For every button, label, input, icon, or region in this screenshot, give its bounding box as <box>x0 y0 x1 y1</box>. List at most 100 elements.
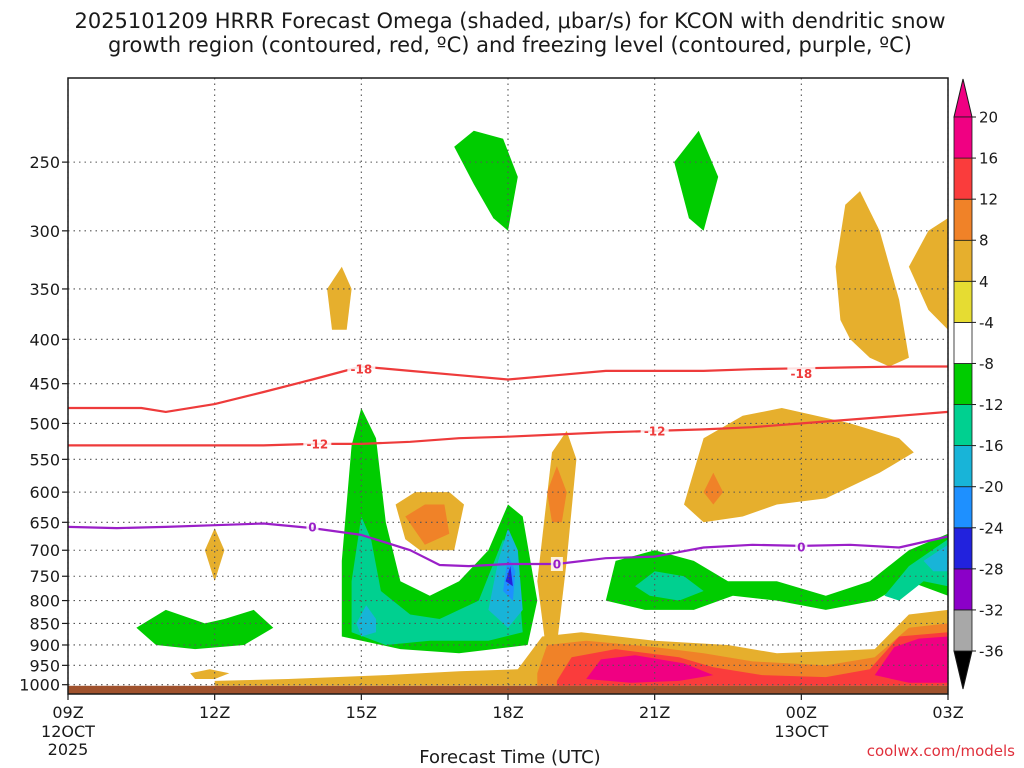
omega-region-18 <box>884 539 948 601</box>
colorbar-label-8: -4 <box>979 314 994 332</box>
colorbar-label-2: -28 <box>979 560 1004 578</box>
contour-label-1: -18 <box>790 367 812 381</box>
colorbar-segment-8 <box>953 280 973 323</box>
y-axis: 250 300 350 400 450 500 550 600 650 700 750 800 850 9… <box>19 153 68 695</box>
y-tick-label-13: 900 <box>29 636 60 655</box>
x-tick-label-5: 00Z <box>786 703 817 722</box>
contour-label-bg-5 <box>550 556 563 571</box>
y-tick-label-0: 250 <box>29 153 60 172</box>
contour-label-6: 0 <box>797 540 805 554</box>
colorbar-label-10: 8 <box>979 232 989 250</box>
colorbar-segment-2 <box>953 527 973 570</box>
colorbar-segment-3 <box>953 486 973 529</box>
x-tick-date-5: 13OCT <box>774 722 828 741</box>
y-tick-label-9: 700 <box>29 541 60 560</box>
colorbar-segment-6 <box>953 363 973 405</box>
colorbar-label-7: -8 <box>979 355 994 373</box>
colorbar-label-9: 4 <box>979 273 989 291</box>
omega-region-23 <box>908 218 948 330</box>
y-tick-label-10: 750 <box>29 567 60 586</box>
freezing-level-contours <box>67 522 949 568</box>
x-tick-year-0: 2025 <box>48 740 89 759</box>
chart-title-line1: 2025101209 HRRR Forecast Omega (shaded, … <box>74 9 945 33</box>
omega-region-38 <box>884 645 948 681</box>
colorbar: -36 -32 -28 -24 -20 -16 -12 -8 -4 4 8 12 16 20 <box>953 78 1004 690</box>
y-tick-label-14: 950 <box>29 656 60 675</box>
contour-label-bg-6 <box>795 539 808 554</box>
omega-region-29 <box>547 466 567 523</box>
omega-region-24 <box>327 266 352 330</box>
contour-label-0: -18 <box>350 363 372 377</box>
x-tick-label-2: 15Z <box>346 703 377 722</box>
x-tick-date-0: 12OCT <box>41 722 95 741</box>
contour-label-bg-1 <box>787 366 816 381</box>
colorbar-label-6: -12 <box>979 396 1004 414</box>
omega-region-22 <box>835 191 909 367</box>
chart-title-line2: growth region (contoured, red, ºC) and f… <box>108 33 912 57</box>
colorbar-segment-0 <box>953 609 973 652</box>
omega-region-14 <box>674 130 719 231</box>
omega-region-27 <box>204 528 225 582</box>
y-tick-label-8: 650 <box>29 513 60 532</box>
omega-region-36 <box>615 661 699 681</box>
y-tick-label-3: 400 <box>29 330 60 349</box>
contour-label-3: -12 <box>644 424 666 438</box>
x-tick-label-6: 03Z <box>932 703 963 722</box>
colorbar-segment-9 <box>953 239 973 282</box>
y-tick-label-6: 550 <box>29 450 60 469</box>
colorbar-label-11: 12 <box>979 191 998 209</box>
plot-area: -18 -18 -12 -12 0 0 0 <box>67 77 949 695</box>
contour-label-2: -12 <box>306 437 328 451</box>
y-tick-label-7: 600 <box>29 483 60 502</box>
contour-label-5: 0 <box>553 557 561 571</box>
y-tick-label-2: 350 <box>29 280 60 299</box>
contour-label-bg-2 <box>303 436 332 451</box>
contour-label-bg-4 <box>306 519 319 534</box>
x-tick-label-0: 09Z <box>52 703 83 722</box>
contour-label-bg-3 <box>640 423 669 438</box>
y-tick-label-4: 450 <box>29 375 60 394</box>
y-tick-label-12: 850 <box>29 614 60 633</box>
x-tick-label-3: 18Z <box>492 703 523 722</box>
colorbar-segment-4 <box>953 445 973 488</box>
y-tick-label-5: 500 <box>29 414 60 433</box>
y-tick-label-1: 300 <box>29 222 60 241</box>
omega-region-31 <box>703 472 724 505</box>
credit-text: coolwx.com/models <box>867 742 1015 760</box>
omega-region-30 <box>684 408 914 523</box>
colorbar-segment-1 <box>953 568 973 611</box>
dgz-contour-1 <box>68 410 949 447</box>
colorbar-segment-5 <box>953 404 973 446</box>
colorbar-label-0: -36 <box>979 643 1004 661</box>
omega-region-20 <box>752 176 807 278</box>
colorbar-label-4: -20 <box>979 478 1004 496</box>
colorbar-label-5: -16 <box>979 437 1004 455</box>
omega-region-6 <box>454 130 518 231</box>
omega-shading <box>92 78 948 686</box>
colorbar-segment-11 <box>953 157 973 200</box>
x-tick-label-1: 12Z <box>199 703 230 722</box>
colorbar-label-3: -24 <box>979 519 1004 537</box>
x-axis-title: Forecast Time (UTC) <box>419 747 600 768</box>
omega-region-26 <box>405 504 450 545</box>
contour-labels: -18 -18 -12 -12 0 0 0 <box>303 362 816 571</box>
y-tick-label-15: 1000 <box>19 676 60 695</box>
colorbar-label-1: -32 <box>979 601 1004 619</box>
omega-region-17 <box>635 571 704 601</box>
colorbar-label-12: 16 <box>979 150 998 168</box>
contour-label-4: 0 <box>308 520 316 534</box>
contour-label-bg-0 <box>347 362 376 377</box>
omega-region-39 <box>190 669 230 679</box>
omega-region-4 <box>339 146 435 367</box>
omega-region-19 <box>923 544 948 572</box>
colorbar-segment-12 <box>953 116 973 159</box>
x-tick-label-4: 21Z <box>639 703 670 722</box>
omega-region-2 <box>136 609 274 650</box>
y-tick-label-11: 800 <box>29 592 60 611</box>
colorbar-label-13: 20 <box>979 109 998 127</box>
freezing-contour-0 <box>67 522 949 568</box>
colorbar-segment-7 <box>953 321 973 364</box>
colorbar-segment-10 <box>953 198 973 241</box>
